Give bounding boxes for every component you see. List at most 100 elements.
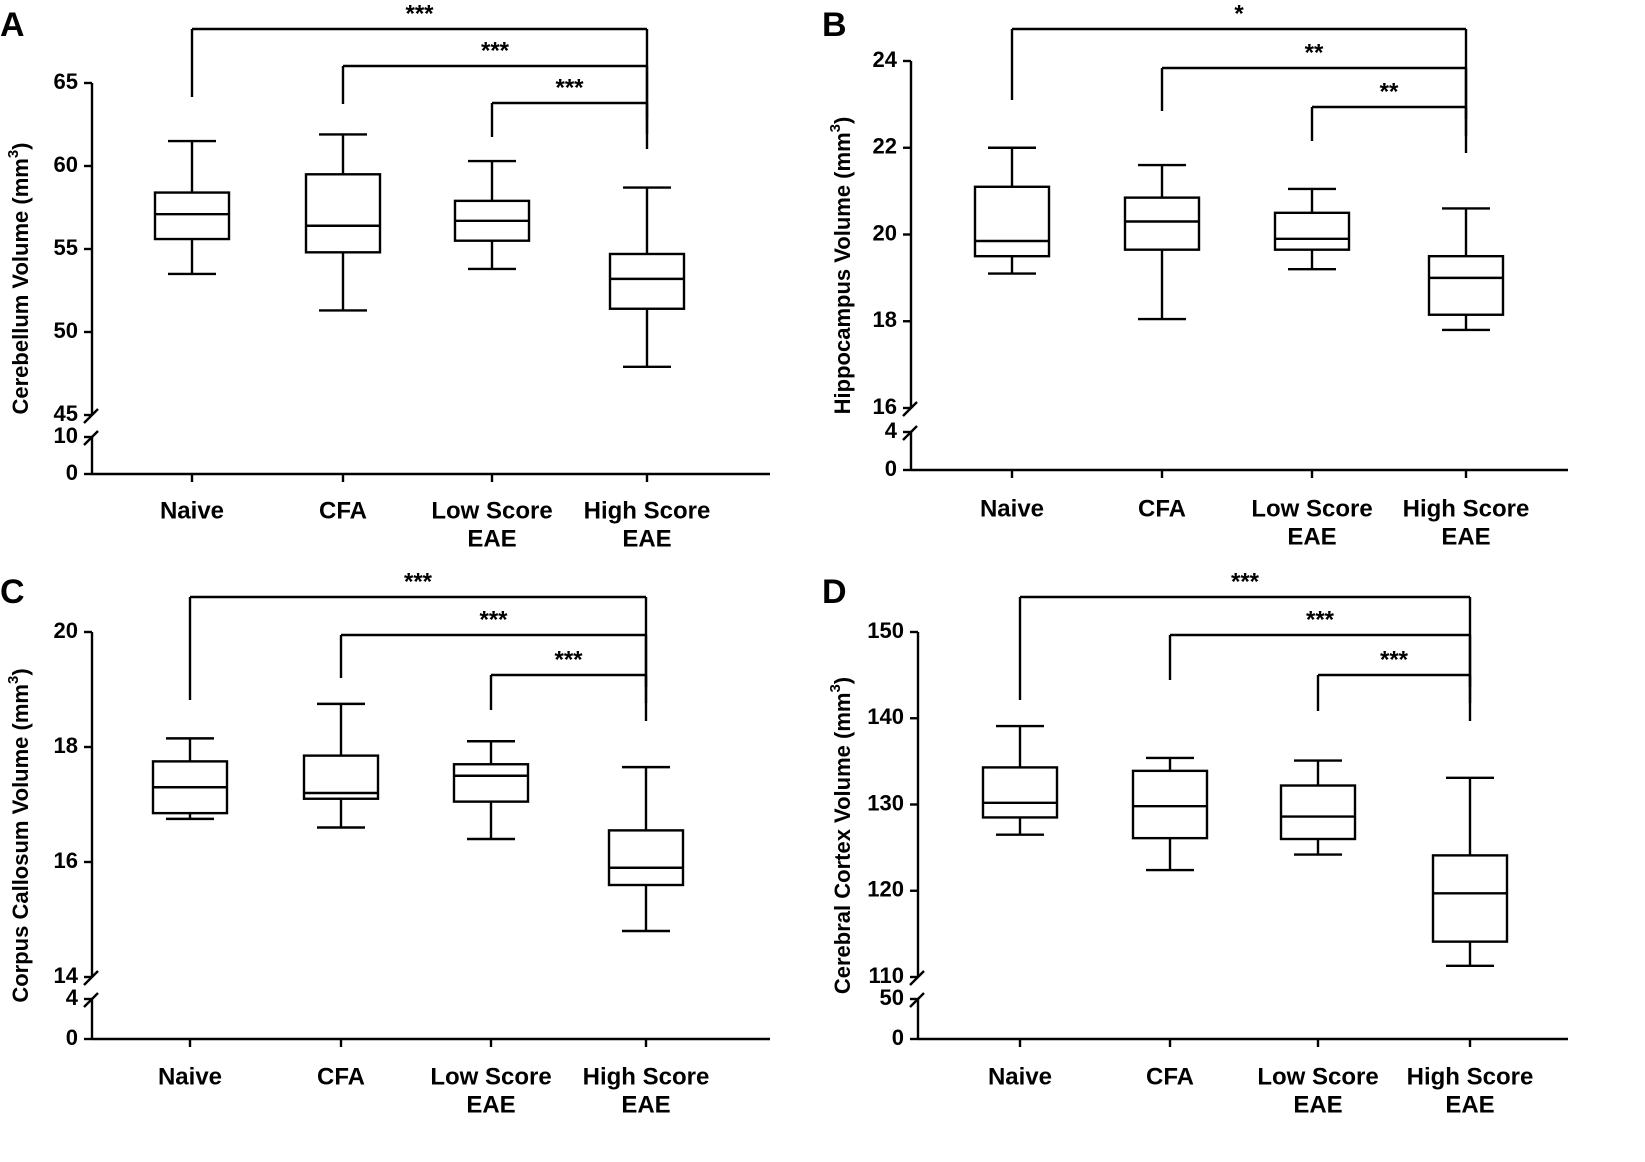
x-category-label: CFA <box>1146 1063 1194 1090</box>
box-4 <box>1431 776 1509 967</box>
panel-a: A 45 50 55 60 65 0 10 Cerebellum Volume (mm3) Nai… <box>0 0 770 552</box>
y-tick-label: 130 <box>867 790 904 815</box>
box-2 <box>304 133 382 312</box>
y-tick-label: 20 <box>54 618 78 643</box>
x-category-label: EAE <box>621 1091 670 1118</box>
box-iqr <box>981 766 1059 819</box>
significance-bracket: *** <box>1316 646 1472 721</box>
y-tick-label: 110 <box>869 963 905 988</box>
y-tick-label: 65 <box>54 69 78 94</box>
y-axis-label-superscript: 3 <box>827 684 844 692</box>
significance-label: *** <box>479 606 508 633</box>
x-category-label: High Score <box>1407 1063 1534 1090</box>
y-axis-label: Cerebellum Volume (mm3) <box>5 143 33 415</box>
significance-label: *** <box>405 0 434 27</box>
x-category-label: EAE <box>1445 1091 1494 1118</box>
panel-b: B 16 18 20 22 24 0 4 Hippocampus Volume (mm3) Nai… <box>822 0 1568 550</box>
significance-bracket: ** <box>1310 78 1468 153</box>
x-category-label: High Score <box>1403 495 1530 522</box>
y-tick-label: 14 <box>54 963 79 988</box>
panel-letter: B <box>822 6 847 44</box>
x-category-label: EAE <box>467 525 516 552</box>
box-1 <box>981 724 1059 836</box>
y-axis-label-close: ) <box>8 143 33 150</box>
y-tick-label: 45 <box>54 401 78 426</box>
panel-d: D 110 120 130 140 150 0 50 Cerebral Cortex Volum… <box>822 568 1568 1118</box>
x-category-label: Low Score <box>431 497 552 524</box>
significance-label: *** <box>481 37 510 64</box>
y-axis-label: Corpus Callosum Volume (mm3) <box>5 668 33 1002</box>
box-1 <box>973 146 1051 275</box>
y-tick-label: 140 <box>867 704 904 729</box>
y-tick-label: 22 <box>873 134 897 159</box>
x-category-label: Naive <box>988 1063 1052 1090</box>
panel-letter: A <box>0 6 25 44</box>
significance-bracket: *** <box>339 606 648 703</box>
y-axis-label-superscript: 3 <box>5 150 22 158</box>
x-category-label: EAE <box>622 525 671 552</box>
x-category-label: High Score <box>584 497 711 524</box>
y-tick-label: 120 <box>867 877 904 902</box>
box-iqr <box>304 173 382 254</box>
y-tick-label: 150 <box>867 618 904 643</box>
y-axis-label: Hippocampus Volume (mm3) <box>827 117 855 415</box>
box-2 <box>302 702 380 829</box>
significance-label: *** <box>404 568 433 595</box>
x-category-label: Naive <box>160 497 224 524</box>
x-category-label: Low Score <box>1257 1063 1378 1090</box>
x-category-label: EAE <box>1287 523 1336 550</box>
box-iqr <box>1123 196 1201 251</box>
y-axis-label-close: ) <box>830 677 855 684</box>
y-axis-label: Cerebral Cortex Volume (mm3) <box>827 677 855 994</box>
y-tick-label: 0 <box>66 1025 78 1050</box>
y-tick-label: 0 <box>892 1025 904 1050</box>
y-axis-label-superscript: 3 <box>827 124 844 132</box>
box-3 <box>1273 187 1351 271</box>
box-2 <box>1123 163 1201 321</box>
y-tick-label: 20 <box>873 220 897 245</box>
x-category-label: Naive <box>158 1063 222 1090</box>
box-iqr <box>1131 769 1209 840</box>
significance-bracket: ** <box>1160 39 1468 136</box>
x-category-label: CFA <box>317 1063 365 1090</box>
box-3 <box>452 740 530 841</box>
significance-label: *** <box>554 646 583 673</box>
box-4 <box>607 765 685 933</box>
x-category-label: EAE <box>1441 523 1490 550</box>
significance-bracket: *** <box>341 37 649 134</box>
y-tick-label: 50 <box>54 318 78 343</box>
x-category-label: CFA <box>319 497 367 524</box>
x-category-label: Low Score <box>1251 495 1372 522</box>
box-4 <box>608 186 686 369</box>
y-tick-label: 16 <box>873 394 897 419</box>
y-tick-label: 24 <box>873 47 898 72</box>
y-tick-label: 4 <box>885 418 898 443</box>
panel-letter: C <box>0 573 25 611</box>
box-iqr <box>1279 784 1357 841</box>
y-tick-label: 50 <box>880 985 904 1010</box>
y-axis-label-close: ) <box>8 668 33 675</box>
x-category-label: EAE <box>1293 1091 1342 1118</box>
x-category-label: Naive <box>980 495 1044 522</box>
box-iqr <box>607 829 685 887</box>
box-iqr <box>608 252 686 310</box>
significance-label: ** <box>1380 78 1399 105</box>
y-tick-label: 60 <box>54 152 78 177</box>
box-iqr <box>973 185 1051 258</box>
y-tick-label: 10 <box>54 423 78 448</box>
significance-bracket: *** <box>1168 606 1472 703</box>
box-iqr <box>1427 254 1505 316</box>
y-axis-label-superscript: 3 <box>5 676 22 684</box>
significance-bracket: *** <box>489 646 648 721</box>
y-tick-label: 18 <box>54 733 78 758</box>
significance-label: *** <box>555 74 584 101</box>
box-iqr <box>1431 854 1509 943</box>
box-2 <box>1131 756 1209 872</box>
y-tick-label: 0 <box>66 460 78 485</box>
significance-label: *** <box>1306 606 1335 633</box>
box-1 <box>153 139 231 276</box>
box-iqr <box>1273 211 1351 251</box>
significance-label: *** <box>1380 646 1409 673</box>
x-category-label: EAE <box>466 1091 515 1118</box>
